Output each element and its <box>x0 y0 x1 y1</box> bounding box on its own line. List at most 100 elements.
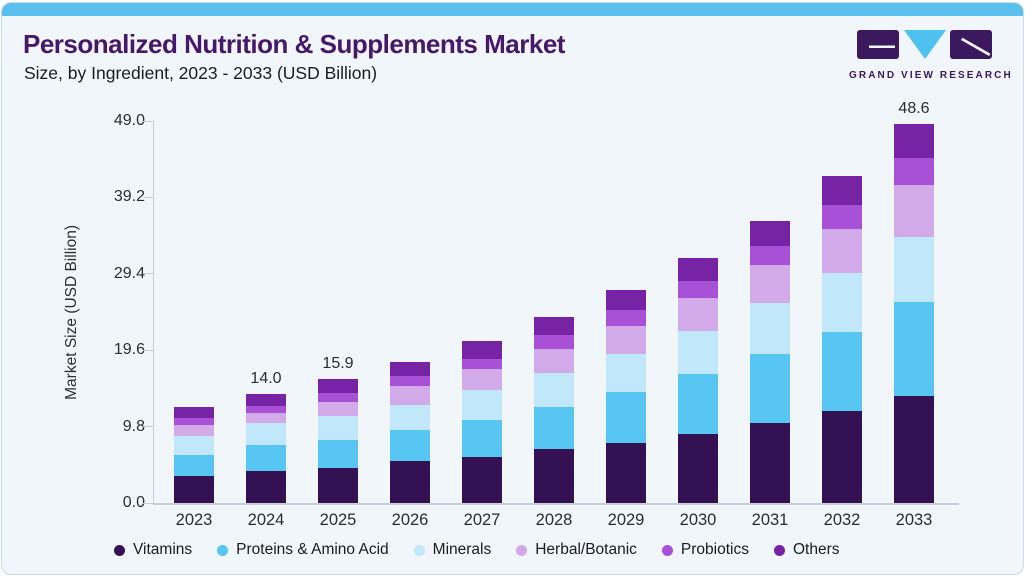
legend-label: Proteins & Amino Acid <box>236 541 389 558</box>
bar-segment-proteins-amino-acid-2030 <box>678 374 718 434</box>
page-title: Personalized Nutrition & Supplements Mar… <box>23 29 565 59</box>
bar-segment-probiotics-2025 <box>318 393 358 402</box>
legend-dot-icon <box>114 544 125 556</box>
legend-item-proteins-amino-acid: Proteins & Amino Acid <box>217 541 389 559</box>
y-tick-mark <box>143 349 153 351</box>
bar-segment-vitamins-2023 <box>174 476 214 503</box>
y-tick-mark <box>143 273 153 275</box>
x-tick-label-2029: 2029 <box>607 511 645 529</box>
legend-item-minerals: Minerals <box>413 541 492 559</box>
bar-segment-proteins-amino-acid-2032 <box>822 332 862 411</box>
top-accent-bar <box>2 3 1023 16</box>
bar-segment-others-2029 <box>606 290 646 311</box>
bar-segment-probiotics-2031 <box>750 245 790 266</box>
bar-segment-vitamins-2030 <box>678 433 718 503</box>
logo-wordmark: GRAND VIEW RESEARCH <box>849 70 1013 81</box>
bar-segment-proteins-amino-acid-2027 <box>462 419 502 457</box>
y-tick-mark <box>143 426 153 428</box>
legend-dot-icon <box>413 544 425 556</box>
legend-label: Herbal/Botanic <box>535 541 637 558</box>
bar-segment-vitamins-2026 <box>390 460 430 503</box>
bar-segment-vitamins-2028 <box>534 449 574 503</box>
bar-segment-others-2028 <box>534 317 574 336</box>
y-axis-line <box>153 121 154 504</box>
legend-item-others: Others <box>773 541 840 559</box>
legend-label: Others <box>792 541 840 558</box>
legend-label: Minerals <box>432 541 492 558</box>
y-axis-title: Market Size (USD Billion) <box>63 224 80 400</box>
bar-segment-herbal-botanic-2025 <box>318 401 358 417</box>
bar-segment-herbal-botanic-2028 <box>534 348 574 373</box>
x-tick-label-2031: 2031 <box>751 511 789 529</box>
y-tick-mark <box>143 196 153 198</box>
bar-segment-herbal-botanic-2030 <box>678 297 718 332</box>
x-tick-label-2024: 2024 <box>247 511 285 529</box>
bar-segment-minerals-2028 <box>534 372 574 408</box>
bar-segment-vitamins-2027 <box>462 457 502 503</box>
legend-dot-icon <box>217 544 229 556</box>
legend-item-herbal-botanic: Herbal/Botanic <box>516 541 637 559</box>
bar-segment-probiotics-2023 <box>174 418 214 426</box>
bar-segment-others-2023 <box>174 407 214 419</box>
x-tick-label-2025: 2025 <box>319 511 357 529</box>
bar-segment-others-2031 <box>750 220 790 246</box>
bar-segment-minerals-2029 <box>606 354 646 392</box>
bar-segment-probiotics-2030 <box>678 280 718 298</box>
y-tick-label-9.8: 9.8 <box>122 417 145 435</box>
legend-dot-icon <box>516 544 528 556</box>
bar-segment-vitamins-2029 <box>606 442 646 503</box>
total-label-2025: 15.9 <box>322 355 354 373</box>
legend-item-vitamins: Vitamins <box>114 541 192 559</box>
bar-segment-probiotics-2032 <box>822 205 862 230</box>
y-tick-label-39.2: 39.2 <box>113 188 145 206</box>
x-tick-label-2026: 2026 <box>391 511 429 529</box>
bar-segment-vitamins-2025 <box>318 467 358 503</box>
bar-segment-herbal-botanic-2023 <box>174 425 214 436</box>
bar-segment-others-2033 <box>894 124 934 159</box>
legend-dot-icon <box>773 544 785 556</box>
bar-segment-others-2024 <box>246 393 286 406</box>
bar-segment-herbal-botanic-2027 <box>462 368 502 390</box>
bar-segment-probiotics-2024 <box>246 405 286 413</box>
bar-segment-minerals-2030 <box>678 331 718 375</box>
bar-segment-others-2030 <box>678 258 718 281</box>
total-label-2033: 48.6 <box>898 100 930 118</box>
bar-segment-herbal-botanic-2033 <box>894 184 934 238</box>
bar-segment-proteins-amino-acid-2026 <box>390 430 430 461</box>
bar-segment-others-2027 <box>462 340 502 359</box>
bar-segment-vitamins-2031 <box>750 423 790 503</box>
bar-segment-proteins-amino-acid-2033 <box>894 301 934 397</box>
bar-segment-minerals-2024 <box>246 423 286 445</box>
grand-view-research-logo: GRAND VIEW RESEARCH <box>849 29 1013 81</box>
bar-segment-probiotics-2027 <box>462 358 502 369</box>
y-tick-label-49.0: 49.0 <box>113 112 145 129</box>
bar-segment-others-2032 <box>822 175 862 206</box>
bar-segment-probiotics-2026 <box>390 375 430 387</box>
bar-segment-proteins-amino-acid-2024 <box>246 444 286 472</box>
y-tick-mark <box>143 502 153 504</box>
x-tick-label-2023: 2023 <box>175 511 213 529</box>
bar-segment-vitamins-2024 <box>246 471 286 503</box>
bar-segment-herbal-botanic-2031 <box>750 265 790 303</box>
bar-segment-others-2026 <box>390 361 430 376</box>
bar-segment-vitamins-2033 <box>894 396 934 503</box>
bar-segment-probiotics-2029 <box>606 310 646 327</box>
bar-segment-proteins-amino-acid-2029 <box>606 391 646 443</box>
x-tick-label-2027: 2027 <box>463 511 501 529</box>
x-tick-label-2033: 2033 <box>895 511 933 529</box>
x-tick-label-2028: 2028 <box>535 511 573 529</box>
page-subtitle: Size, by Ingredient, 2023 - 2033 (USD Bi… <box>24 63 378 83</box>
bar-segment-herbal-botanic-2024 <box>246 412 286 424</box>
bar-segment-probiotics-2033 <box>894 158 934 185</box>
chart-legend: Vitamins Proteins & Amino Acid Minerals Her… <box>114 541 924 559</box>
bar-segment-herbal-botanic-2029 <box>606 326 646 355</box>
x-axis-line <box>153 503 959 505</box>
bar-segment-minerals-2032 <box>822 273 862 333</box>
bar-segment-minerals-2033 <box>894 237 934 302</box>
x-tick-label-2030: 2030 <box>679 511 717 529</box>
total-label-2024: 14.0 <box>250 369 282 387</box>
legend-label: Probiotics <box>680 541 749 558</box>
x-tick-label-2032: 2032 <box>823 511 861 529</box>
y-tick-label-29.4: 29.4 <box>113 264 145 282</box>
